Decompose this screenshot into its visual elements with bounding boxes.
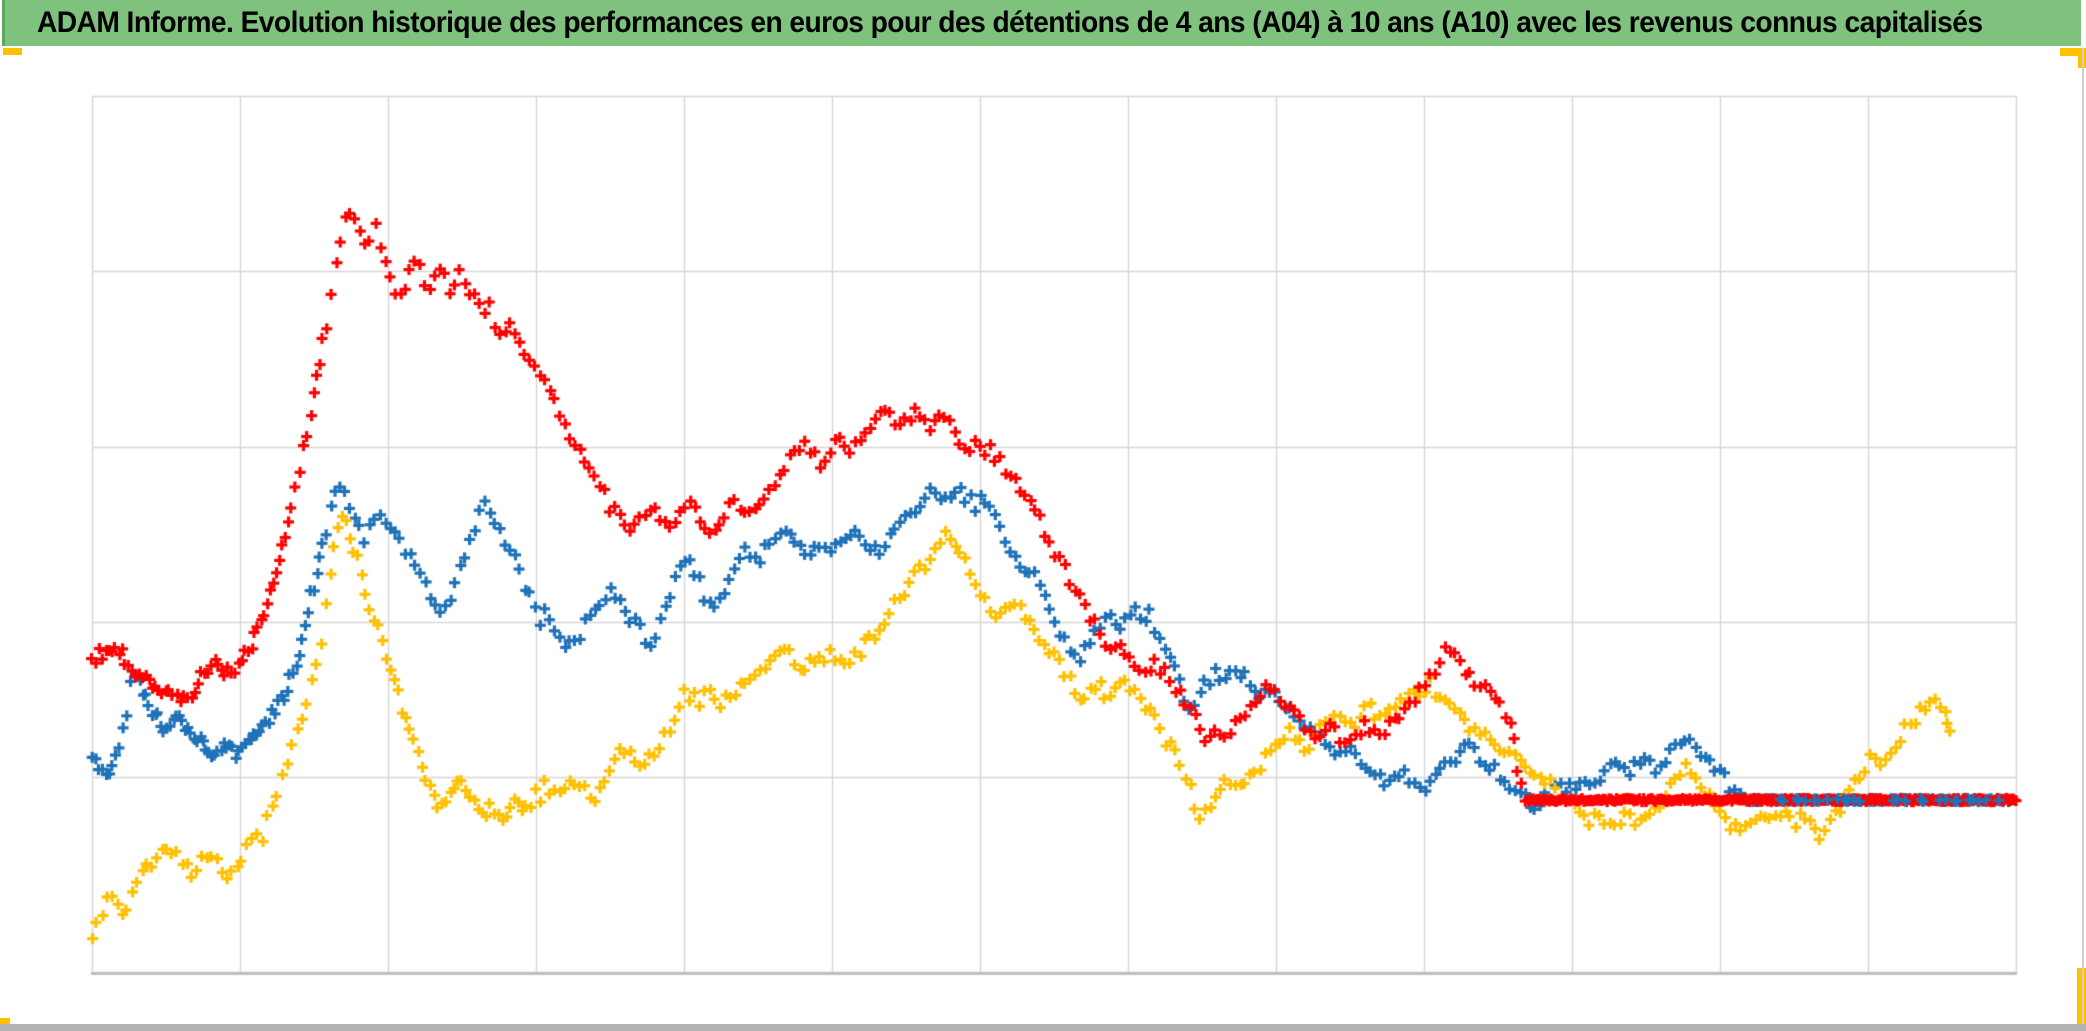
performance-chart-canvas[interactable]: [0, 46, 2086, 1031]
chart-title-bar: ADAM Informe. Evolution historique des p…: [2, 0, 2081, 46]
chart-title: ADAM Informe. Evolution historique des p…: [36, 6, 1983, 39]
performance-chart[interactable]: [0, 46, 2086, 1031]
